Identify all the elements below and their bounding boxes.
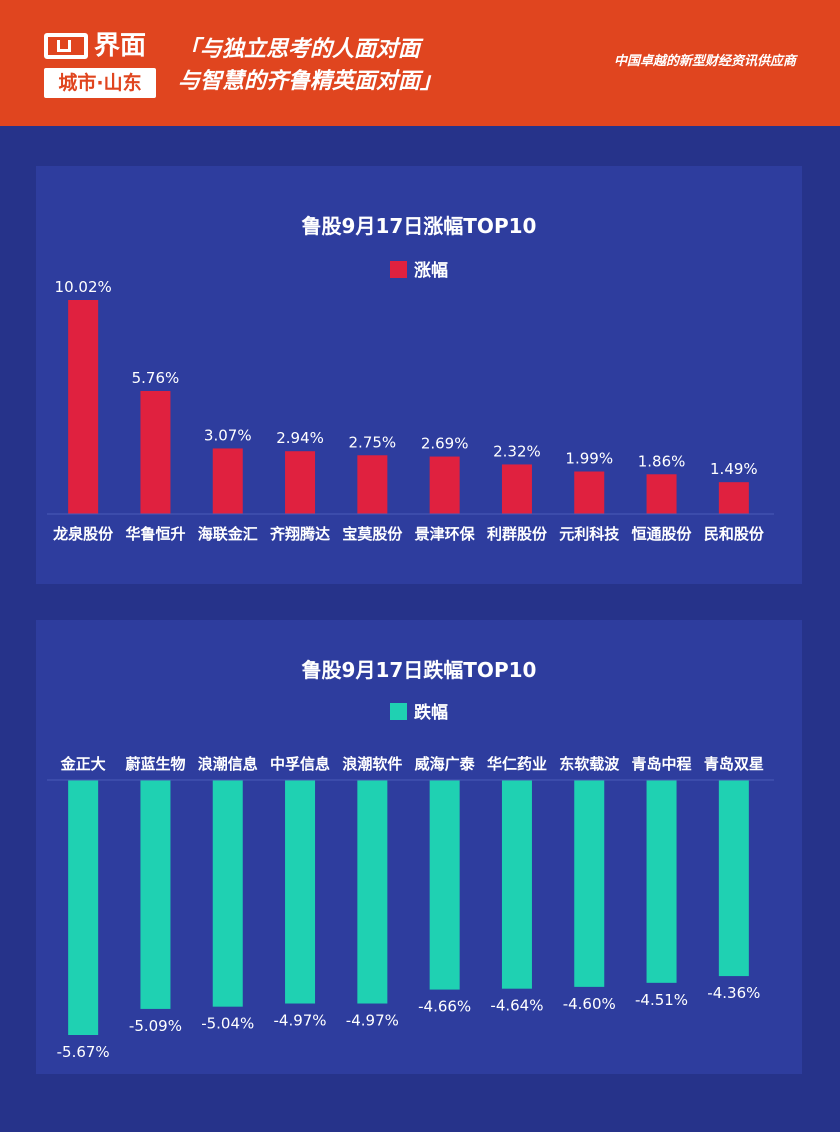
category-label-2-8: 青岛中程 [632,755,692,773]
data-label-1-0: 10.02% [55,278,112,296]
bar-2-9 [718,780,749,977]
data-label-1-5: 2.69% [421,435,469,453]
bar-1-2 [212,448,243,514]
data-label-1-8: 1.86% [638,452,686,470]
gainers-chart-panel: 鲁股9月17日涨幅TOP10 涨幅 10.02% 龙泉股份 5.76% 华鲁恒升 3.07%… [36,166,802,584]
data-label-1-1: 5.76% [132,369,180,387]
category-label-2-0: 金正大 [60,755,106,773]
logo-sub-text: 城市·山东 [44,68,156,98]
logo: 界面 [44,28,164,64]
data-label-2-1: -5.09% [129,1017,182,1035]
category-label-1-6: 利群股份 [487,525,548,543]
gainers-chart: 鲁股9月17日涨幅TOP10 涨幅 10.02% 龙泉股份 5.76% 华鲁恒升 3.07%… [47,214,774,543]
category-label-2-2: 浪潮信息 [198,755,258,773]
bar-1-3 [285,451,316,514]
data-label-1-6: 2.32% [493,442,541,460]
bar-2-0 [68,780,99,1035]
category-label-1-5: 景津环保 [415,525,476,543]
data-label-1-9: 1.49% [710,460,758,478]
category-label-2-4: 浪潮软件 [342,755,402,773]
bar-1-0 [68,300,99,514]
bar-2-1 [140,780,171,1009]
slogan-line-1: 「与独立思考的人面对面 [178,37,421,62]
tagline: 中国卓越的新型财经资讯供应商 [613,54,796,69]
bar-2-8 [646,780,677,983]
category-label-2-7: 东软载波 [559,755,620,773]
bar-1-4 [357,455,388,514]
category-label-1-2: 海联金汇 [198,525,258,543]
legend-label-1: 涨幅 [414,260,448,281]
bar-2-7 [574,780,605,987]
bar-1-8 [646,474,677,514]
losers-chart: 鲁股9月17日跌幅TOP10 跌幅 -5.67% 金正大 -5.09% 蔚蓝生物 -5.04… [47,658,774,1061]
category-label-1-1: 华鲁恒升 [125,525,185,543]
losers-chart-panel: 鲁股9月17日跌幅TOP10 跌幅 -5.67% 金正大 -5.09% 蔚蓝生物 -5.04… [36,620,802,1074]
bar-1-5 [429,456,460,514]
bar-1-7 [574,471,605,514]
bar-2-5 [429,780,460,990]
category-label-1-3: 齐翔腾达 [270,525,330,543]
category-label-1-7: 元利科技 [559,525,620,543]
legend-swatch-2 [390,703,407,720]
slogan: 「与独立思考的人面对面 与智慧的齐鲁精英面对面」 [178,34,442,98]
bar-2-2 [212,780,243,1007]
category-label-1-0: 龙泉股份 [52,525,114,543]
category-label-2-6: 华仁药业 [487,755,547,773]
data-label-1-7: 1.99% [565,449,613,467]
bar-1-1 [140,390,171,514]
data-label-2-0: -5.67% [57,1043,110,1061]
chart-title-1: 鲁股9月17日涨幅TOP10 [302,214,537,238]
data-label-1-4: 2.75% [349,433,397,451]
category-label-2-9: 青岛双星 [704,755,764,773]
slogan-line-2: 与智慧的齐鲁精英面对面」 [178,69,443,94]
category-label-1-4: 宝莫股份 [342,525,403,543]
category-label-1-9: 民和股份 [704,525,765,543]
bar-1-6 [501,464,532,514]
logo-mark-icon [44,33,88,59]
legend-label-2: 跌幅 [414,702,448,723]
data-label-2-7: -4.60% [563,995,616,1013]
bar-1-9 [718,482,749,514]
data-label-1-2: 3.07% [204,426,252,444]
data-label-2-3: -4.97% [274,1012,327,1030]
data-label-2-4: -4.97% [346,1012,399,1030]
bar-2-3 [285,780,316,1004]
data-label-2-9: -4.36% [707,984,760,1002]
logo-main-text: 界面 [94,31,147,61]
header-banner: 界面 城市·山东 「与独立思考的人面对面 与智慧的齐鲁精英面对面」 中国卓越的新… [0,0,840,126]
bar-2-4 [357,780,388,1004]
chart-title-2: 鲁股9月17日跌幅TOP10 [302,658,537,682]
data-label-2-8: -4.51% [635,991,688,1009]
data-label-2-2: -5.04% [201,1015,254,1033]
data-label-2-6: -4.64% [490,997,543,1015]
category-label-1-8: 恒通股份 [632,525,693,543]
category-label-2-5: 威海广泰 [415,755,476,773]
bar-2-6 [501,780,532,989]
legend-swatch-1 [390,261,407,278]
category-label-2-1: 蔚蓝生物 [125,755,185,773]
category-label-2-3: 中孚信息 [270,755,330,773]
data-label-1-3: 2.94% [276,429,324,447]
data-label-2-5: -4.66% [418,998,471,1016]
